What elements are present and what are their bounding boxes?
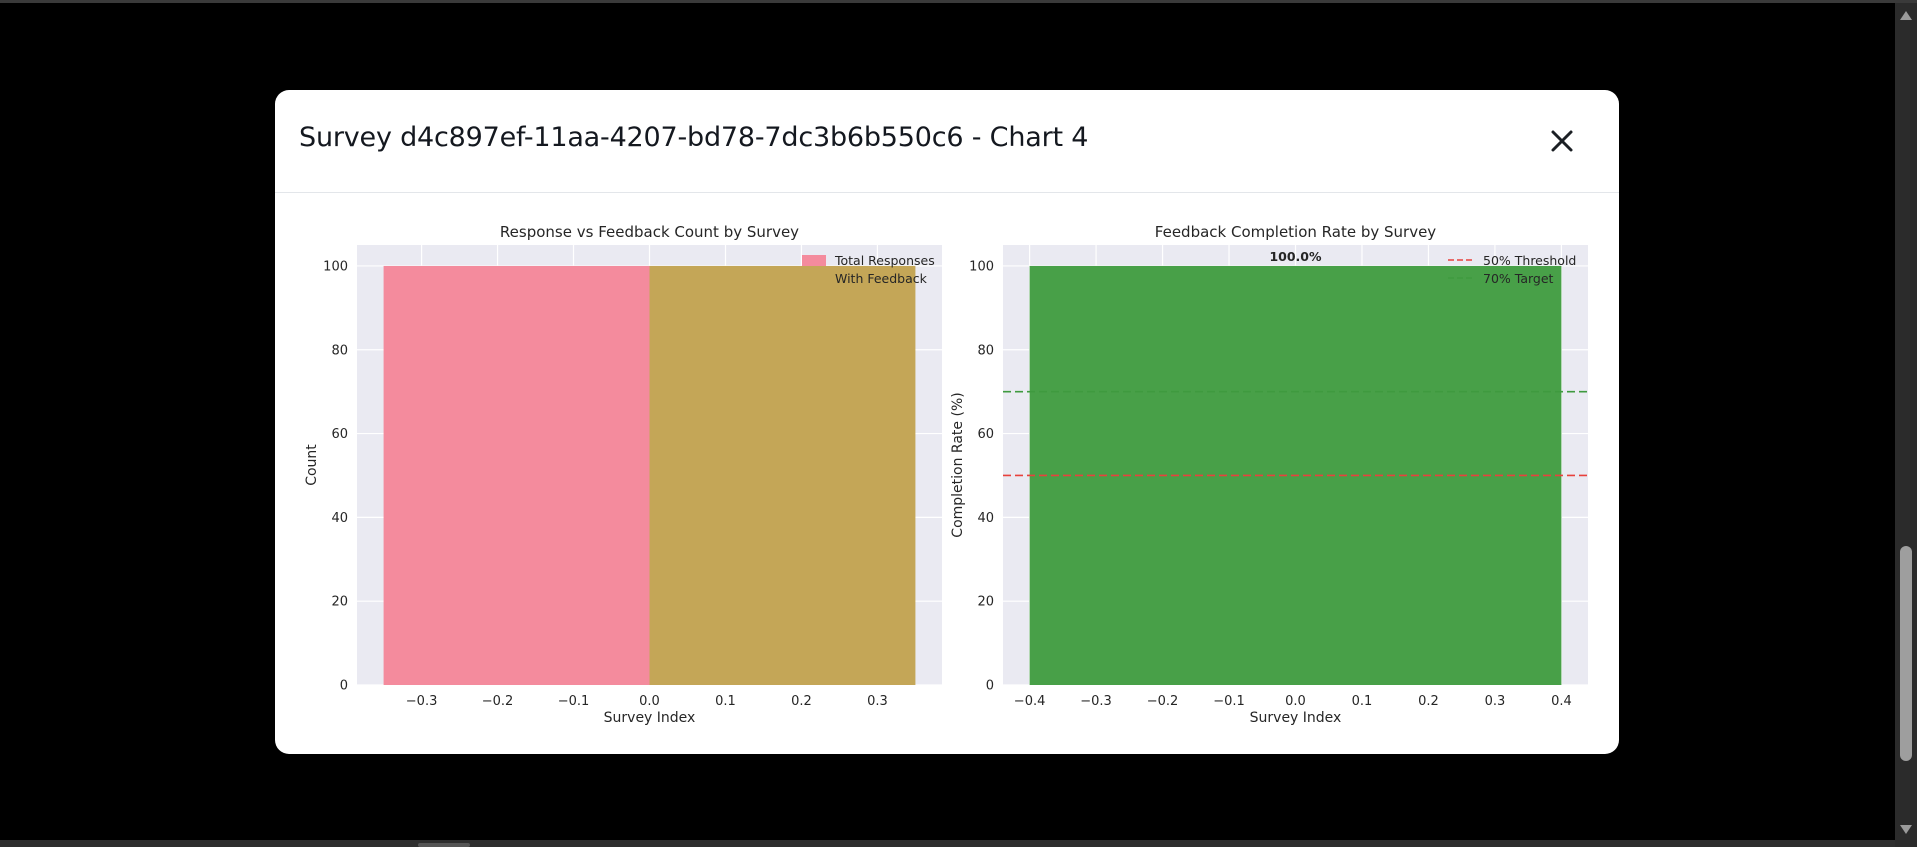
chart-completion-rate: 0 20 40 60 80 100 −0.4 −0.3 −0.2 −0.1 0.0 0.1 0.2 0.3… — [950, 223, 1588, 726]
y-tick-label: 80 — [977, 343, 994, 358]
close-icon — [1551, 130, 1573, 152]
x-tick-label: −0.2 — [1147, 694, 1179, 709]
x-tick-label: −0.1 — [1213, 694, 1245, 709]
bar-total-responses — [383, 265, 650, 685]
y-tick-label: 40 — [977, 511, 994, 526]
bottom-tab-hint — [418, 843, 470, 847]
window-top-edge — [0, 0, 1917, 3]
legend-label: With Feedback — [835, 271, 928, 286]
bar-value-label: 100.0% — [1269, 249, 1322, 264]
x-tick-label: 0.2 — [791, 694, 812, 709]
x-tick-label: −0.3 — [406, 694, 438, 709]
modal-title: Survey d4c897ef-11aa-4207-bd78-7dc3b6b55… — [299, 122, 1089, 153]
y-tick-label: 80 — [331, 343, 348, 358]
bar-with-feedback — [649, 265, 916, 685]
y-tick-label: 100 — [323, 259, 348, 274]
legend-swatch — [802, 273, 826, 284]
vertical-scrollbar[interactable] — [1895, 3, 1917, 847]
scroll-down-arrow-icon[interactable] — [1900, 825, 1912, 834]
y-tick-label: 0 — [340, 679, 348, 694]
legend-label: 70% Target — [1483, 271, 1554, 286]
x-tick-label: 0.3 — [1485, 694, 1506, 709]
x-tick-label: 0.1 — [1352, 694, 1373, 709]
y-tick-label: 40 — [331, 511, 348, 526]
legend-swatch — [802, 255, 826, 266]
legend-label: Total Responses — [834, 253, 935, 268]
x-axis-label: Survey Index — [604, 710, 696, 726]
x-tick-label: −0.2 — [482, 694, 514, 709]
x-tick-label: 0.3 — [867, 694, 888, 709]
x-tick-label: 0.0 — [1285, 694, 1306, 709]
x-tick-label: 0.2 — [1418, 694, 1439, 709]
x-tick-label: −0.3 — [1080, 694, 1112, 709]
x-axis-label: Survey Index — [1250, 710, 1342, 726]
y-tick-label: 60 — [977, 427, 994, 442]
scrollbar-thumb[interactable] — [1900, 546, 1912, 761]
close-button[interactable] — [1545, 124, 1579, 158]
scroll-up-arrow-icon[interactable] — [1900, 11, 1912, 20]
modal-header: Survey d4c897ef-11aa-4207-bd78-7dc3b6b55… — [275, 90, 1619, 193]
chart-title: Response vs Feedback Count by Survey — [500, 223, 799, 241]
chart-modal: Survey d4c897ef-11aa-4207-bd78-7dc3b6b55… — [275, 90, 1619, 754]
y-tick-label: 20 — [331, 595, 348, 610]
y-axis-label: Count — [304, 444, 320, 486]
y-tick-label: 20 — [977, 595, 994, 610]
charts-area: 0 20 40 60 80 100 −0.3 −0.2 −0.1 0.0 0.1 0.2 0.3 Resp… — [304, 223, 1588, 726]
x-tick-label: 0.0 — [639, 694, 660, 709]
y-tick-label: 0 — [986, 679, 994, 694]
window-bottom-edge — [0, 840, 1895, 847]
x-tick-label: 0.4 — [1551, 694, 1572, 709]
y-tick-label: 100 — [969, 259, 994, 274]
y-axis-label: Completion Rate (%) — [950, 392, 966, 537]
legend-label: 50% Threshold — [1483, 253, 1576, 268]
chart-response-vs-feedback: 0 20 40 60 80 100 −0.3 −0.2 −0.1 0.0 0.1 0.2 0.3 Resp… — [304, 223, 942, 726]
x-tick-label: 0.1 — [715, 694, 736, 709]
x-tick-label: −0.1 — [558, 694, 590, 709]
chart-title: Feedback Completion Rate by Survey — [1155, 223, 1437, 241]
y-tick-label: 60 — [331, 427, 348, 442]
x-tick-label: −0.4 — [1014, 694, 1046, 709]
